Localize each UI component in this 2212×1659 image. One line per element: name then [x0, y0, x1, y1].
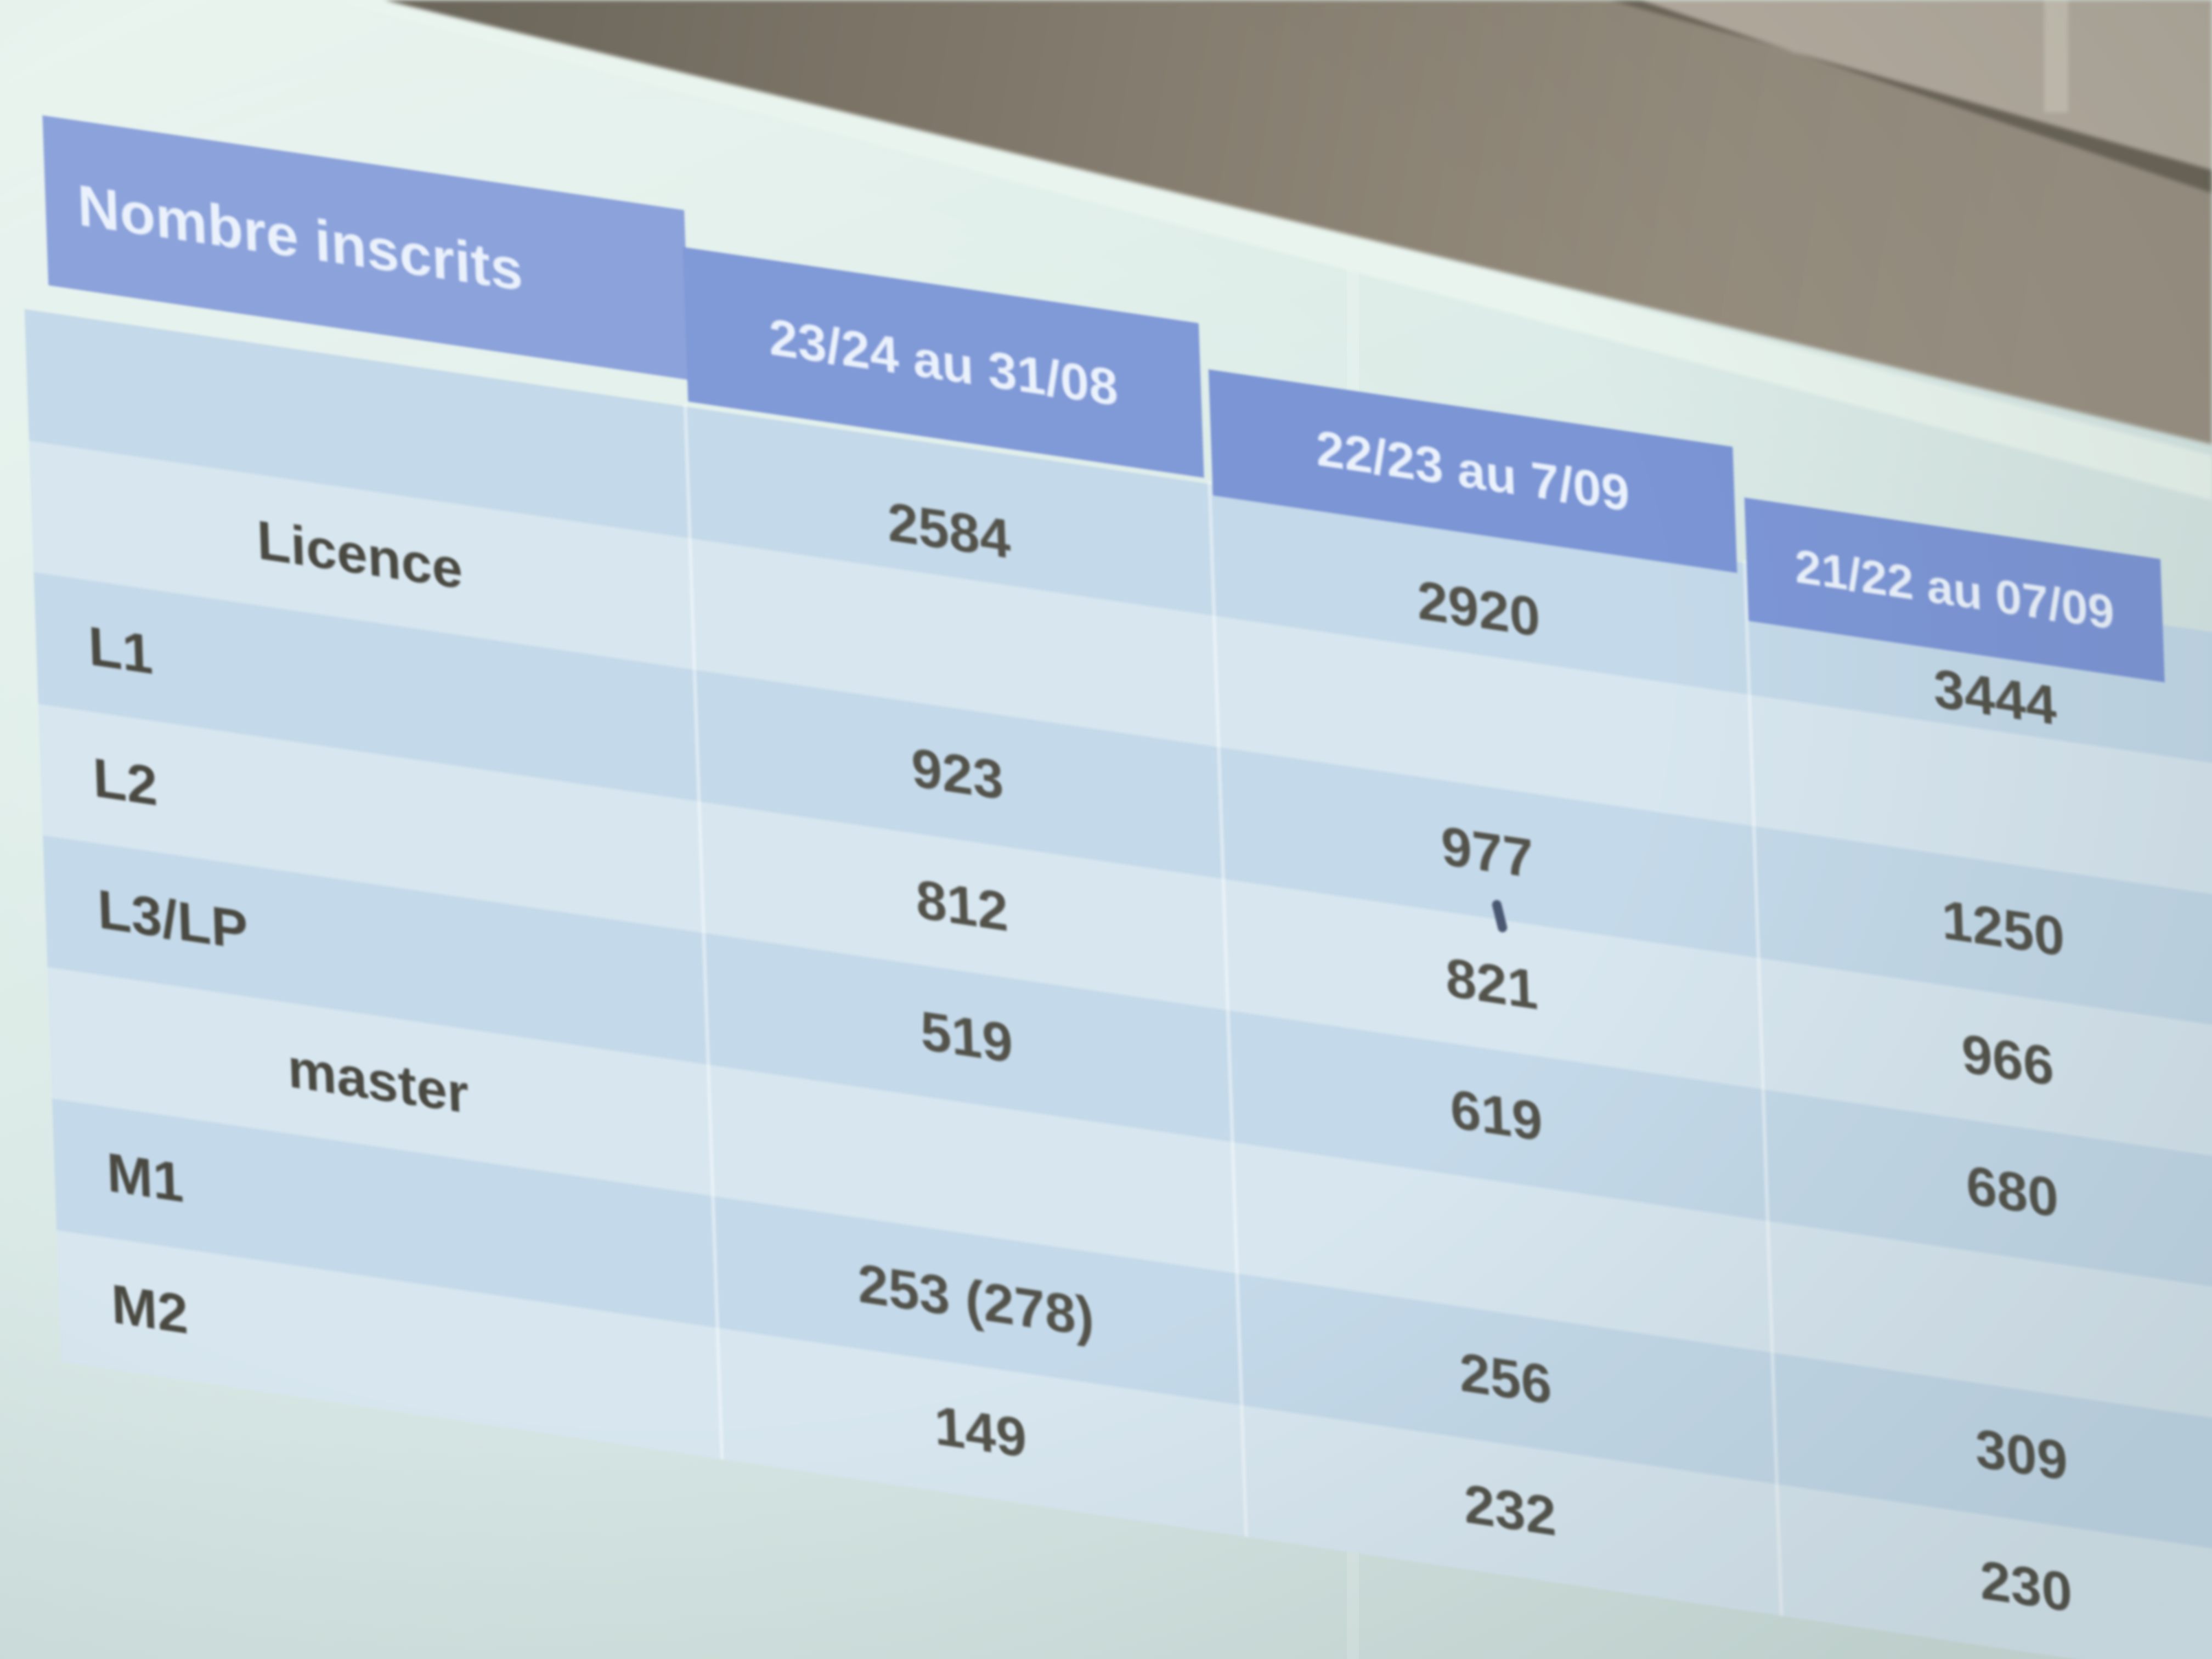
screen-cord [2044, 0, 2068, 112]
